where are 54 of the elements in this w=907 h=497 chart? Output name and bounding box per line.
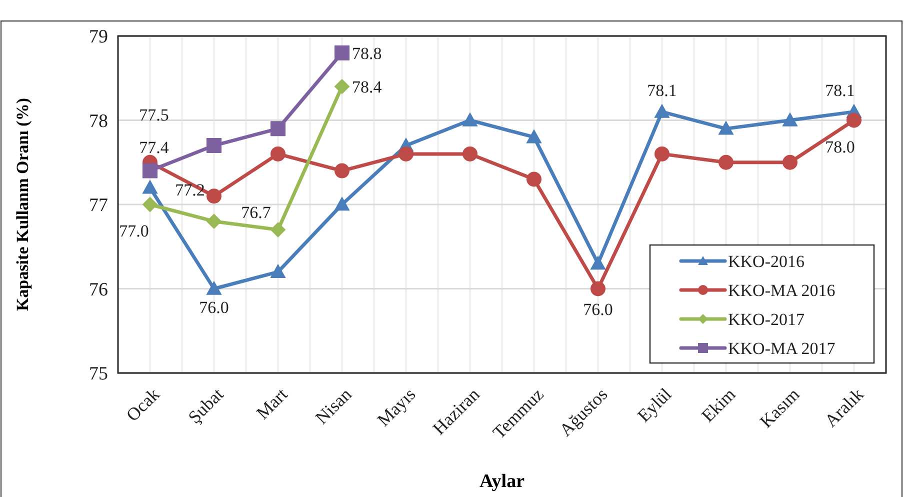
x-axis-title: Aylar: [479, 471, 526, 492]
point: [526, 130, 542, 144]
data-label: 77.5: [139, 105, 169, 124]
point: [206, 138, 222, 154]
point: [142, 180, 158, 194]
point: [526, 172, 542, 187]
point: [142, 197, 158, 212]
point: [782, 154, 798, 170]
data-label: 76.7: [241, 202, 272, 222]
y-tick-label: 79: [89, 26, 108, 48]
point: [270, 264, 286, 278]
point: [846, 112, 862, 128]
y-tick-label: 78: [89, 110, 108, 132]
point: [718, 154, 734, 170]
y-tick-label: 76: [89, 279, 108, 300]
point: [270, 146, 286, 162]
y-tick-label: 75: [89, 364, 108, 385]
data-label: 77.0: [119, 222, 149, 240]
point: [654, 104, 670, 118]
y-tick-label: 77: [89, 195, 108, 216]
point: [270, 121, 286, 136]
point: [334, 197, 350, 211]
point: [398, 146, 414, 162]
y-axis-title: Kapasite Kullanm Oranı (%): [13, 98, 32, 311]
data-label: 76.0: [583, 300, 613, 319]
data-label: 78.4: [352, 78, 382, 97]
x-tick-label: Mart: [252, 384, 292, 424]
point: [334, 163, 350, 178]
point: [462, 146, 478, 162]
point: [718, 121, 734, 135]
legend-label: KKO-2016: [728, 252, 804, 271]
data-label: 78.0: [825, 137, 855, 156]
point: [206, 188, 222, 204]
data-label: 76.0: [199, 298, 229, 317]
point: [206, 281, 222, 295]
legend-label: KKO-2017: [728, 310, 805, 329]
point: [334, 45, 350, 60]
data-label: 78.1: [647, 80, 677, 100]
point: [590, 256, 606, 270]
point: [590, 281, 606, 296]
x-tick-label: Ocak: [122, 384, 164, 426]
point: [782, 112, 798, 126]
point: [206, 214, 222, 229]
point: [654, 146, 670, 162]
point: [462, 112, 478, 126]
legend-label: KKO-MA 2016: [728, 280, 836, 300]
point: [334, 79, 350, 94]
data-label: 78.1: [825, 80, 855, 100]
data-label: 77.2: [175, 180, 205, 200]
point: [142, 163, 158, 178]
data-label: 77.4: [139, 138, 170, 157]
data-label: 78.8: [352, 44, 382, 63]
legend-label: KKO-MA 2017: [728, 338, 836, 358]
point: [270, 222, 286, 238]
